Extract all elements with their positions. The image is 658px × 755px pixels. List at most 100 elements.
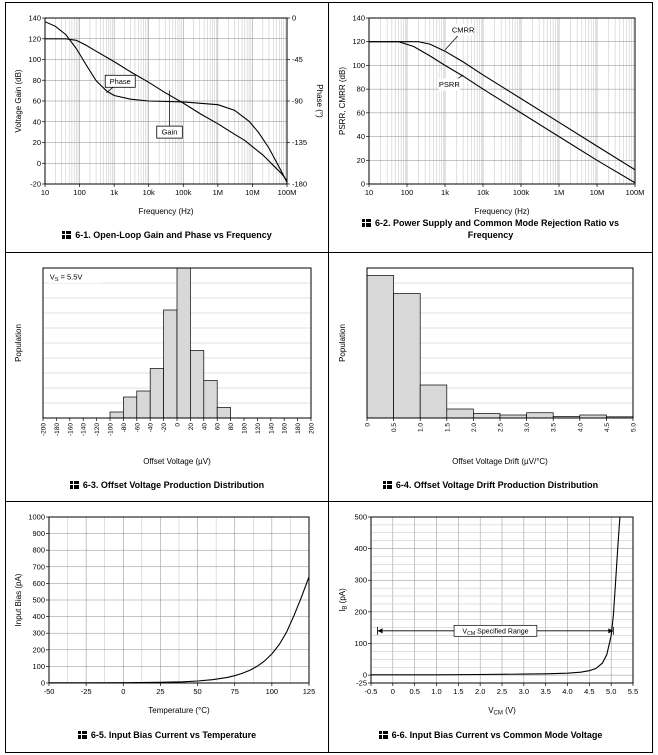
svg-text:2.0: 2.0: [470, 422, 477, 431]
figure-cell-6-6: -0.5 0 0.5 1.0 1.5 2.0 2.5 3.0 3.5 4.0 4.5 5.0 5.5 50…: [329, 502, 652, 752]
figure-icon: [361, 219, 371, 228]
svg-text:VCM Specified Range: VCM Specified Range: [462, 629, 528, 638]
svg-text:120: 120: [352, 37, 365, 46]
svg-text:1.5: 1.5: [453, 687, 463, 696]
svg-text:0: 0: [362, 671, 366, 680]
svg-text:40: 40: [201, 422, 208, 430]
svg-text:-200: -200: [41, 422, 48, 435]
svg-text:-0.5: -0.5: [364, 687, 377, 696]
svg-text:-20: -20: [30, 180, 41, 189]
svg-text:100: 100: [400, 188, 413, 197]
svg-text:Frequency (Hz): Frequency (Hz): [138, 207, 193, 216]
svg-text:10: 10: [41, 188, 49, 197]
svg-text:-80: -80: [121, 422, 128, 432]
svg-text:0: 0: [121, 687, 125, 696]
svg-text:140: 140: [28, 14, 41, 23]
svg-text:400: 400: [32, 612, 45, 621]
svg-text:1.5: 1.5: [444, 422, 451, 431]
svg-text:1k: 1k: [110, 188, 118, 197]
svg-text:-90: -90: [292, 97, 303, 106]
figure-cell-6-2: 10 100 1k 10k 100k 1M 10M 100M 140 120 100 80 60 40 20…: [329, 3, 652, 253]
chart-offset-voltage-distribution: -200 -180 -160 -140 -120 -100 -80 -60 -40 -20 0 20 4…: [14, 267, 316, 466]
svg-text:0: 0: [390, 687, 394, 696]
svg-text:-180: -180: [54, 422, 61, 435]
svg-text:10k: 10k: [476, 188, 488, 197]
svg-text:5.5: 5.5: [627, 687, 637, 696]
svg-text:0: 0: [292, 14, 296, 23]
svg-text:Frequency (Hz): Frequency (Hz): [474, 207, 529, 216]
svg-text:140: 140: [268, 422, 275, 433]
figure-caption: 6-6. Input Bias Current vs Common Mode V…: [378, 730, 602, 742]
svg-text:4.0: 4.0: [577, 422, 584, 431]
svg-text:PSRR, CMRR (dB): PSRR, CMRR (dB): [338, 67, 347, 135]
svg-text:Population: Population: [338, 324, 347, 362]
svg-text:VS = 5.5V: VS = 5.5V: [50, 272, 83, 283]
svg-text:100: 100: [242, 422, 249, 433]
figure-cell-6-3: -200 -180 -160 -140 -120 -100 -80 -60 -40 -20 0 20 4…: [6, 252, 329, 503]
svg-text:Voltage Gain (dB): Voltage Gain (dB): [14, 69, 23, 132]
svg-text:600: 600: [32, 579, 45, 588]
svg-text:-120: -120: [94, 422, 101, 435]
svg-text:Offset Voltage (µV): Offset Voltage (µV): [143, 457, 211, 466]
svg-text:-45: -45: [292, 55, 303, 64]
svg-text:100: 100: [352, 61, 365, 70]
svg-text:4.5: 4.5: [603, 422, 610, 431]
svg-text:Input Bias (pA): Input Bias (pA): [14, 574, 23, 627]
svg-text:60: 60: [356, 108, 364, 117]
svg-text:200: 200: [309, 422, 316, 433]
svg-text:10: 10: [364, 188, 372, 197]
svg-text:100: 100: [28, 55, 41, 64]
svg-text:900: 900: [32, 529, 45, 538]
svg-text:IB (pA): IB (pA): [338, 588, 349, 612]
svg-text:60: 60: [33, 97, 41, 106]
chart-open-loop-gain-phase: 10 100 1k 10k 100k 1M 10M 100M 140 120 100 80 60 40 20…: [14, 14, 323, 217]
svg-text:Phase: Phase: [110, 77, 131, 86]
svg-text:0: 0: [37, 159, 41, 168]
figure-icon: [378, 731, 388, 740]
svg-text:300: 300: [354, 576, 367, 585]
svg-text:3.5: 3.5: [550, 422, 557, 431]
svg-text:-100: -100: [108, 422, 115, 435]
chart-offset-drift-distribution: 0 0.5 1.0 1.5 2.0 2.5 3.0 3.5 4.0 4.5 5.0 Populatio…: [338, 267, 637, 466]
svg-text:125: 125: [303, 687, 316, 696]
figure-caption: 6-4. Offset Voltage Drift Production Dis…: [382, 479, 599, 492]
svg-text:700: 700: [32, 563, 45, 572]
svg-text:3.5: 3.5: [540, 687, 550, 696]
svg-text:-50: -50: [44, 687, 55, 696]
svg-text:10M: 10M: [589, 188, 604, 197]
figure-grid: 10 100 1k 10k 100k 1M 10M 100M 140 120 100 80 60 40 20…: [5, 2, 653, 753]
svg-text:1M: 1M: [213, 188, 223, 197]
svg-text:120: 120: [255, 422, 262, 433]
svg-text:10M: 10M: [245, 188, 260, 197]
svg-text:-160: -160: [67, 422, 74, 435]
figure-caption: 6-5. Input Bias Current vs Temperature: [77, 730, 256, 742]
svg-text:400: 400: [354, 544, 367, 553]
svg-text:VCM (V): VCM (V): [488, 706, 516, 716]
svg-text:0.5: 0.5: [391, 422, 398, 431]
chart-input-bias-vs-temperature: -50 -25 0 25 50 75 100 125100090080070060050040…: [14, 513, 316, 716]
svg-text:25: 25: [156, 687, 164, 696]
svg-text:-20: -20: [161, 422, 168, 432]
figure-caption-text: 6-4. Offset Voltage Drift Production Dis…: [395, 479, 599, 490]
svg-text:-135: -135: [292, 138, 307, 147]
svg-text:100: 100: [354, 639, 367, 648]
svg-text:Population: Population: [14, 324, 23, 362]
svg-text:4.0: 4.0: [562, 687, 572, 696]
svg-text:120: 120: [28, 34, 41, 43]
svg-text:1.0: 1.0: [431, 687, 441, 696]
svg-text:140: 140: [352, 14, 365, 23]
svg-text:3.0: 3.0: [518, 687, 528, 696]
svg-text:100M: 100M: [278, 188, 297, 197]
svg-text:5.0: 5.0: [605, 687, 615, 696]
chart-psrr-cmrr: 10 100 1k 10k 100k 1M 10M 100M 140 120 100 80 60 40 20…: [338, 14, 644, 217]
svg-text:2.5: 2.5: [496, 687, 506, 696]
svg-text:-60: -60: [134, 422, 141, 432]
svg-text:20: 20: [33, 138, 41, 147]
svg-text:1M: 1M: [553, 188, 563, 197]
chart-input-bias-vs-vcm: -0.5 0 0.5 1.0 1.5 2.0 2.5 3.0 3.5 4.0 4.5 5.0 5.5 50…: [338, 513, 638, 717]
svg-text:2.5: 2.5: [497, 422, 504, 431]
svg-text:300: 300: [32, 629, 45, 638]
figure-cell-6-4: 0 0.5 1.0 1.5 2.0 2.5 3.0 3.5 4.0 4.5 5.0 Populatio…: [329, 252, 652, 503]
svg-text:80: 80: [228, 422, 235, 430]
figure-icon: [382, 480, 392, 489]
